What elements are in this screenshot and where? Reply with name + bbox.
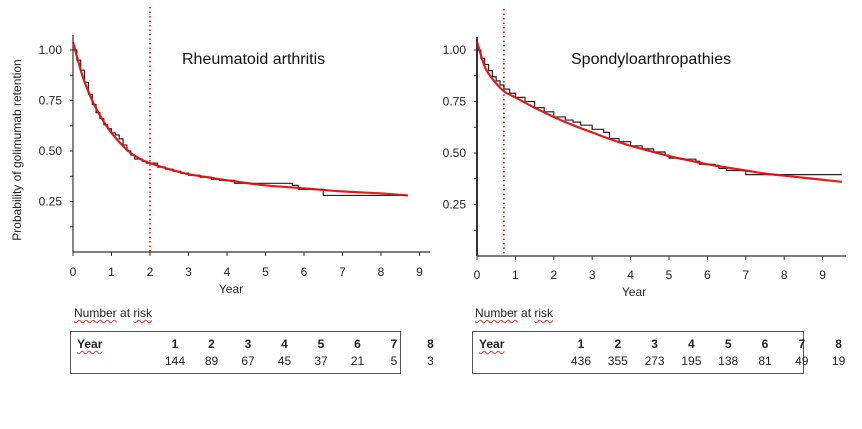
- risk-year-header: 6: [354, 337, 361, 351]
- km-survival-curve: [73, 49, 408, 197]
- x-tick-label: 9: [819, 268, 826, 282]
- fitted-survival-curve: [475, 41, 842, 183]
- risk-count: 5: [390, 354, 398, 368]
- fitted-survival-curve: [71, 41, 409, 197]
- risk-count: 144: [164, 354, 186, 368]
- y-tick-label: 1.00: [443, 43, 467, 57]
- risk-count: 436: [570, 354, 592, 368]
- risk-count: 138: [718, 354, 739, 368]
- x-tick-label: 7: [742, 268, 749, 282]
- risk-table-spondyloarthropathies: Year 1 2 3 4 5 6 7 8 436 355 273 195 138 81 49 19: [472, 331, 845, 374]
- risk-year-header: 2: [208, 337, 215, 351]
- caption-word: Number: [74, 306, 117, 320]
- x-axis-title: Year: [622, 285, 646, 299]
- x-tick-label: 0: [70, 265, 77, 279]
- x-tick-label: 2: [147, 265, 154, 279]
- risk-year-header: 1: [171, 337, 179, 351]
- x-tick-label: 1: [108, 265, 115, 279]
- risk-year-header: 7: [798, 337, 806, 351]
- risk-count: 273: [644, 354, 665, 368]
- caption-word: at: [517, 306, 535, 320]
- risk-year-header: 1: [577, 337, 585, 351]
- x-tick-label: 5: [666, 268, 673, 282]
- chart-spondyloarthropathies: Spondyloarthropathies Year 1.00 0.75 0.50 0…: [443, 9, 846, 299]
- risk-count: 67: [241, 354, 255, 368]
- risk-year-header: 7: [390, 337, 398, 351]
- caption-word: risk: [534, 306, 554, 320]
- y-tick-label: 0.25: [443, 198, 467, 212]
- x-tick-label: 7: [339, 265, 346, 279]
- risk-year-header: 5: [317, 337, 325, 351]
- x-tick-label: 5: [262, 265, 269, 279]
- risk-year-header: 8: [427, 337, 434, 351]
- risk-count: 19: [831, 354, 846, 368]
- x-axis-title: Year: [219, 282, 243, 296]
- risk-year-header: 3: [651, 337, 658, 351]
- risk-count: 89: [204, 354, 219, 368]
- risk-year-header: 3: [244, 337, 252, 351]
- risk-table-caption: Number at risk: [74, 306, 152, 320]
- risk-year-header: 6: [761, 337, 769, 351]
- x-tick-label: 1: [512, 268, 519, 282]
- risk-count: 3: [427, 354, 434, 368]
- risk-year-header: 4: [281, 337, 288, 351]
- y-tick-label: 1.00: [39, 43, 63, 57]
- y-tick-label: 0.25: [39, 195, 63, 209]
- risk-count: 355: [607, 354, 628, 368]
- y-axis-title: Probability of golimumab retention: [10, 59, 24, 240]
- risk-count: 21: [350, 354, 365, 368]
- x-tick-label: 6: [704, 268, 711, 282]
- x-tick-label: 2: [550, 268, 557, 282]
- risk-table-caption: Number at risk: [475, 306, 553, 320]
- x-tick-label: 0: [474, 268, 481, 282]
- x-tick-label: 4: [224, 265, 231, 279]
- x-tick-label: 8: [378, 265, 385, 279]
- x-tick-label: 8: [781, 268, 788, 282]
- chart-title: Spondyloarthropathies: [571, 51, 731, 68]
- chart-rheumatoid-arthritis: Rheumatoid arthritis Year 1.00 0.75 0.50 0.…: [39, 7, 430, 296]
- caption-word: at: [116, 306, 134, 320]
- x-tick-label: 9: [416, 265, 423, 279]
- caption-word: risk: [133, 306, 153, 320]
- risk-count: 45: [277, 354, 292, 368]
- year-header: Year: [77, 337, 103, 351]
- risk-year-header: 8: [835, 337, 842, 351]
- x-tick-label: 3: [185, 265, 192, 279]
- x-tick-label: 6: [301, 265, 308, 279]
- x-tick-label: 3: [589, 268, 596, 282]
- y-tick-label: 0.75: [443, 95, 467, 109]
- risk-count: 195: [681, 354, 702, 368]
- chart-title: Rheumatoid arthritis: [182, 51, 325, 68]
- risk-year-header: 4: [688, 337, 695, 351]
- x-tick-label: 4: [627, 268, 634, 282]
- risk-year-header: 2: [614, 337, 622, 351]
- risk-count: 81: [758, 354, 772, 368]
- risk-year-header: 5: [724, 337, 732, 351]
- km-survival-curve: [477, 49, 842, 176]
- caption-word: Number: [475, 306, 518, 320]
- y-tick-label: 0.50: [39, 144, 63, 158]
- risk-count: 49: [795, 354, 809, 368]
- year-header: Year: [479, 337, 505, 351]
- y-tick-label: 0.75: [39, 94, 63, 108]
- risk-count: 37: [314, 354, 328, 368]
- y-tick-label: 0.50: [443, 146, 467, 160]
